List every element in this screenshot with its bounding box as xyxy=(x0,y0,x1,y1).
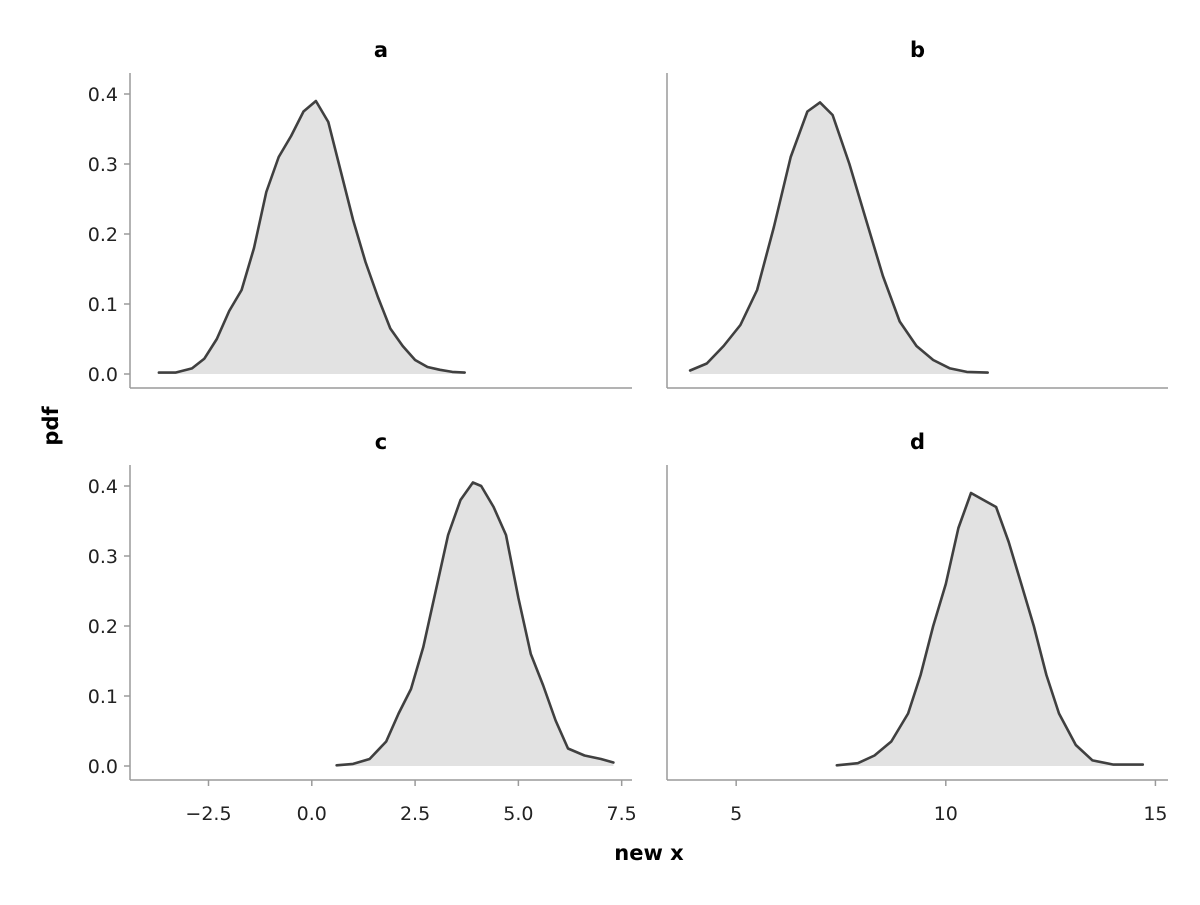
panel-title-b: b xyxy=(910,38,925,62)
y-tick-label: 0.1 xyxy=(88,686,118,708)
density-area-b xyxy=(690,102,988,375)
y-axis-title: pdf xyxy=(39,406,63,446)
x-tick-label: 10 xyxy=(934,803,958,825)
y-tick-label: 0.0 xyxy=(88,756,118,778)
density-area-a xyxy=(158,101,465,374)
y-tick-label: 0.4 xyxy=(88,476,118,498)
density-line-c xyxy=(335,481,615,767)
y-tick-label: 0.0 xyxy=(88,364,118,386)
panel-a: a 0.0 0.1 0.2 0.3 0.4 xyxy=(88,38,632,389)
density-line-a xyxy=(157,99,466,374)
x-axis-title: new x xyxy=(614,841,684,865)
y-tick-label: 0.2 xyxy=(88,224,118,246)
panels-layer: a 0.0 0.1 0.2 0.3 0.4 b c 0.0 0.1 0.2 0.3 0.4 −2.5 0.0… xyxy=(88,38,1168,825)
x-tick-label: 2.5 xyxy=(400,803,430,825)
density-area-c xyxy=(336,482,614,766)
x-tick-label: 0.0 xyxy=(297,803,327,825)
x-tick-label: 5.0 xyxy=(503,803,533,825)
panel-b: b xyxy=(666,38,1168,389)
y-tick-label: 0.2 xyxy=(88,616,118,638)
panel-c: c 0.0 0.1 0.2 0.3 0.4 −2.5 0.0 2.5 5.0 7.5 xyxy=(88,430,637,825)
y-tick-label: 0.3 xyxy=(88,546,118,568)
y-tick-label: 0.4 xyxy=(88,84,118,106)
y-tick-label: 0.1 xyxy=(88,294,118,316)
x-tick-label: 5 xyxy=(730,803,742,825)
density-line-b xyxy=(688,101,989,374)
x-tick-label: 15 xyxy=(1143,803,1167,825)
y-tick-label: 0.3 xyxy=(88,154,118,176)
density-line-d xyxy=(835,491,1145,767)
panel-title-a: a xyxy=(374,38,388,62)
panel-title-d: d xyxy=(910,430,925,454)
x-tick-label: 7.5 xyxy=(607,803,637,825)
density-area-d xyxy=(836,493,1143,766)
x-tick-label: −2.5 xyxy=(185,803,231,825)
panel-d: d 5 10 15 xyxy=(666,430,1168,825)
panel-title-c: c xyxy=(375,430,387,454)
